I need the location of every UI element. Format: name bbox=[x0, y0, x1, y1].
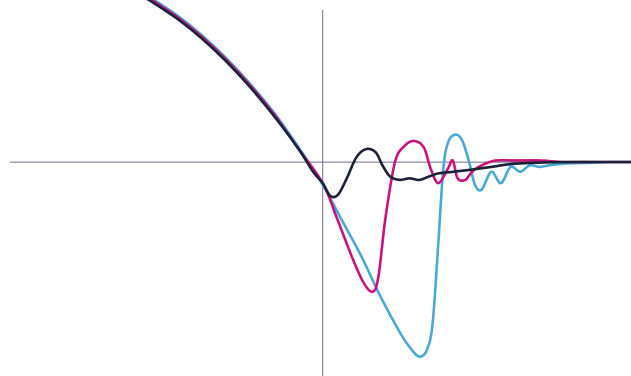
series-layer bbox=[146, 0, 631, 358]
axes bbox=[10, 10, 631, 376]
series-line-1 bbox=[151, 0, 631, 358]
series-line-3 bbox=[146, 0, 631, 199]
series-line-2 bbox=[149, 0, 631, 294]
